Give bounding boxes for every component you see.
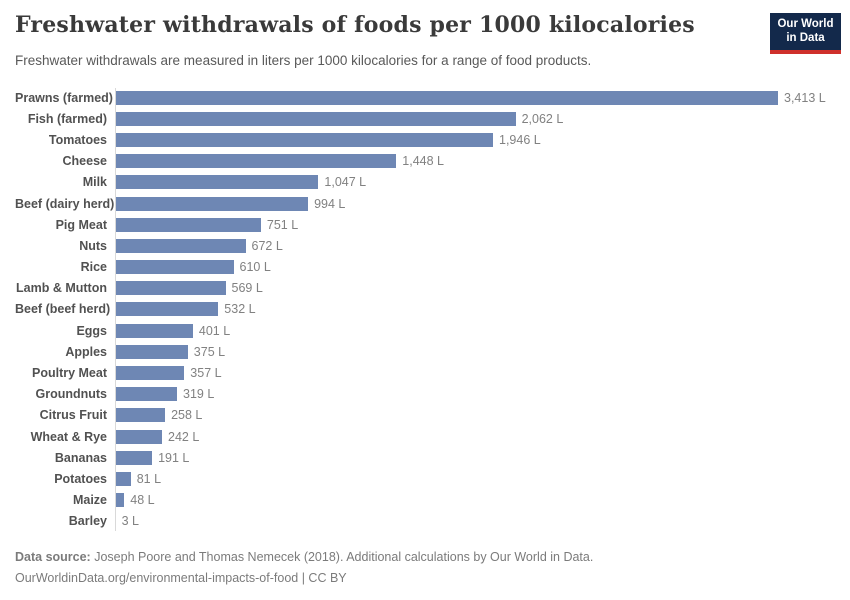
value-label: 994 L [314, 196, 346, 211]
bar[interactable] [115, 217, 261, 232]
chart-row: Apples 375 L [15, 341, 835, 362]
value-label: 672 L [251, 238, 283, 253]
bar[interactable] [115, 154, 397, 169]
value-label: 751 L [266, 217, 299, 232]
bar[interactable] [115, 408, 166, 423]
category-label: Eggs [76, 323, 107, 338]
value-label: 81 L [136, 471, 162, 486]
category-label: Groundnuts [35, 387, 107, 402]
value-label: 569 L [231, 281, 263, 296]
category-label: Milk [82, 175, 107, 190]
chart-title: Freshwater withdrawals of foods per 1000… [15, 12, 695, 38]
value-label: 2,062 L [521, 111, 564, 126]
category-label: Potatoes [54, 471, 107, 486]
chart-row: Eggs 401 L [15, 320, 835, 341]
chart-row: Milk 1,047 L [15, 172, 835, 193]
chart-row: Poultry Meat 357 L [15, 362, 835, 383]
chart-row: Maize 48 L [15, 490, 835, 511]
chart-row: Barley 3 L [15, 511, 835, 532]
category-label: Tomatoes [48, 132, 107, 147]
chart-subtitle: Freshwater withdrawals are measured in l… [15, 53, 592, 68]
bar[interactable] [115, 111, 516, 126]
chart-row: Potatoes 81 L [15, 468, 835, 489]
bar[interactable] [115, 450, 153, 465]
bar[interactable] [115, 471, 131, 486]
value-label: 258 L [171, 408, 203, 423]
owid-logo-line2: in Data [786, 31, 825, 44]
value-label: 191 L [158, 450, 190, 465]
category-label: Pig Meat [55, 217, 107, 232]
value-label: 375 L [193, 344, 226, 359]
value-label: 3,413 L [784, 90, 826, 105]
data-source-label: Data source: [15, 550, 91, 564]
value-label: 610 L [239, 260, 271, 275]
category-label: Maize [72, 493, 107, 508]
citation-line: OurWorldinData.org/environmental-impacts… [15, 571, 347, 585]
chart-row: Pig Meat 751 L [15, 214, 835, 235]
bar[interactable] [115, 132, 493, 147]
value-label: 1,047 L [324, 175, 367, 190]
category-label: Lamb & Mutton [16, 281, 107, 296]
bar[interactable] [115, 260, 234, 275]
bar[interactable] [115, 175, 319, 190]
bar-rows: Prawns (farmed) 3,413 L Fish (farmed) 2,062… [15, 87, 835, 532]
chart-row: Beef (dairy herd) 994 L [15, 193, 835, 214]
bar[interactable] [115, 302, 219, 317]
bar-chart: Prawns (farmed) 3,413 L Fish (farmed) 2,062… [15, 87, 835, 533]
y-axis-line [115, 88, 116, 531]
bar[interactable] [115, 323, 193, 338]
category-label: Apples [65, 344, 107, 359]
chart-row: Cheese 1,448 L [15, 151, 835, 172]
category-label: Beef (beef herd) [15, 302, 111, 317]
category-label: Cheese [62, 154, 107, 169]
data-source-text: Joseph Poore and Thomas Nemecek (2018). … [90, 550, 594, 564]
bar[interactable] [115, 493, 125, 508]
category-label: Wheat & Rye [30, 429, 107, 444]
chart-row: Prawns (farmed) 3,413 L [15, 87, 835, 108]
chart-row: Citrus Fruit 258 L [15, 405, 835, 426]
chart-row: Groundnuts 319 L [15, 384, 835, 405]
category-label: Fish (farmed) [27, 111, 107, 126]
category-label: Citrus Fruit [39, 408, 107, 423]
chart-row: Wheat & Rye 242 L [15, 426, 835, 447]
chart-row: Bananas 191 L [15, 447, 835, 468]
chart-row: Rice 610 L [15, 257, 835, 278]
bar[interactable] [115, 238, 246, 253]
value-label: 401 L [198, 323, 231, 338]
bar[interactable] [115, 387, 177, 402]
category-label: Rice [80, 260, 107, 275]
bar[interactable] [115, 281, 226, 296]
value-label: 357 L [190, 366, 222, 381]
value-label: 48 L [130, 493, 155, 508]
owid-logo: Our World in Data [770, 13, 841, 54]
chart-row: Tomatoes 1,946 L [15, 129, 835, 150]
category-label: Prawns (farmed) [15, 90, 113, 105]
value-label: 1,946 L [499, 132, 541, 147]
bar[interactable] [115, 366, 185, 381]
chart-row: Lamb & Mutton 569 L [15, 278, 835, 299]
bar[interactable] [115, 90, 778, 105]
value-label: 242 L [168, 429, 200, 444]
bar[interactable] [115, 344, 188, 359]
chart-row: Nuts 672 L [15, 235, 835, 256]
value-label: 319 L [183, 387, 215, 402]
category-label: Poultry Meat [31, 366, 107, 381]
value-label: 3 L [121, 514, 139, 529]
category-label: Bananas [54, 450, 107, 465]
category-label: Barley [68, 514, 107, 529]
chart-footer: Data source: Joseph Poore and Thomas Nem… [15, 547, 835, 589]
value-label: 532 L [224, 302, 256, 317]
bar[interactable] [115, 429, 162, 444]
owid-logo-line1: Our World [777, 18, 834, 30]
bar[interactable] [115, 196, 309, 211]
value-label: 1,448 L [402, 154, 445, 169]
data-source-line: Data source: Joseph Poore and Thomas Nem… [15, 547, 835, 568]
chart-row: Fish (farmed) 2,062 L [15, 108, 835, 129]
category-label: Beef (dairy herd) [15, 196, 115, 211]
category-label: Nuts [79, 238, 107, 253]
chart-row: Beef (beef herd) 532 L [15, 299, 835, 320]
